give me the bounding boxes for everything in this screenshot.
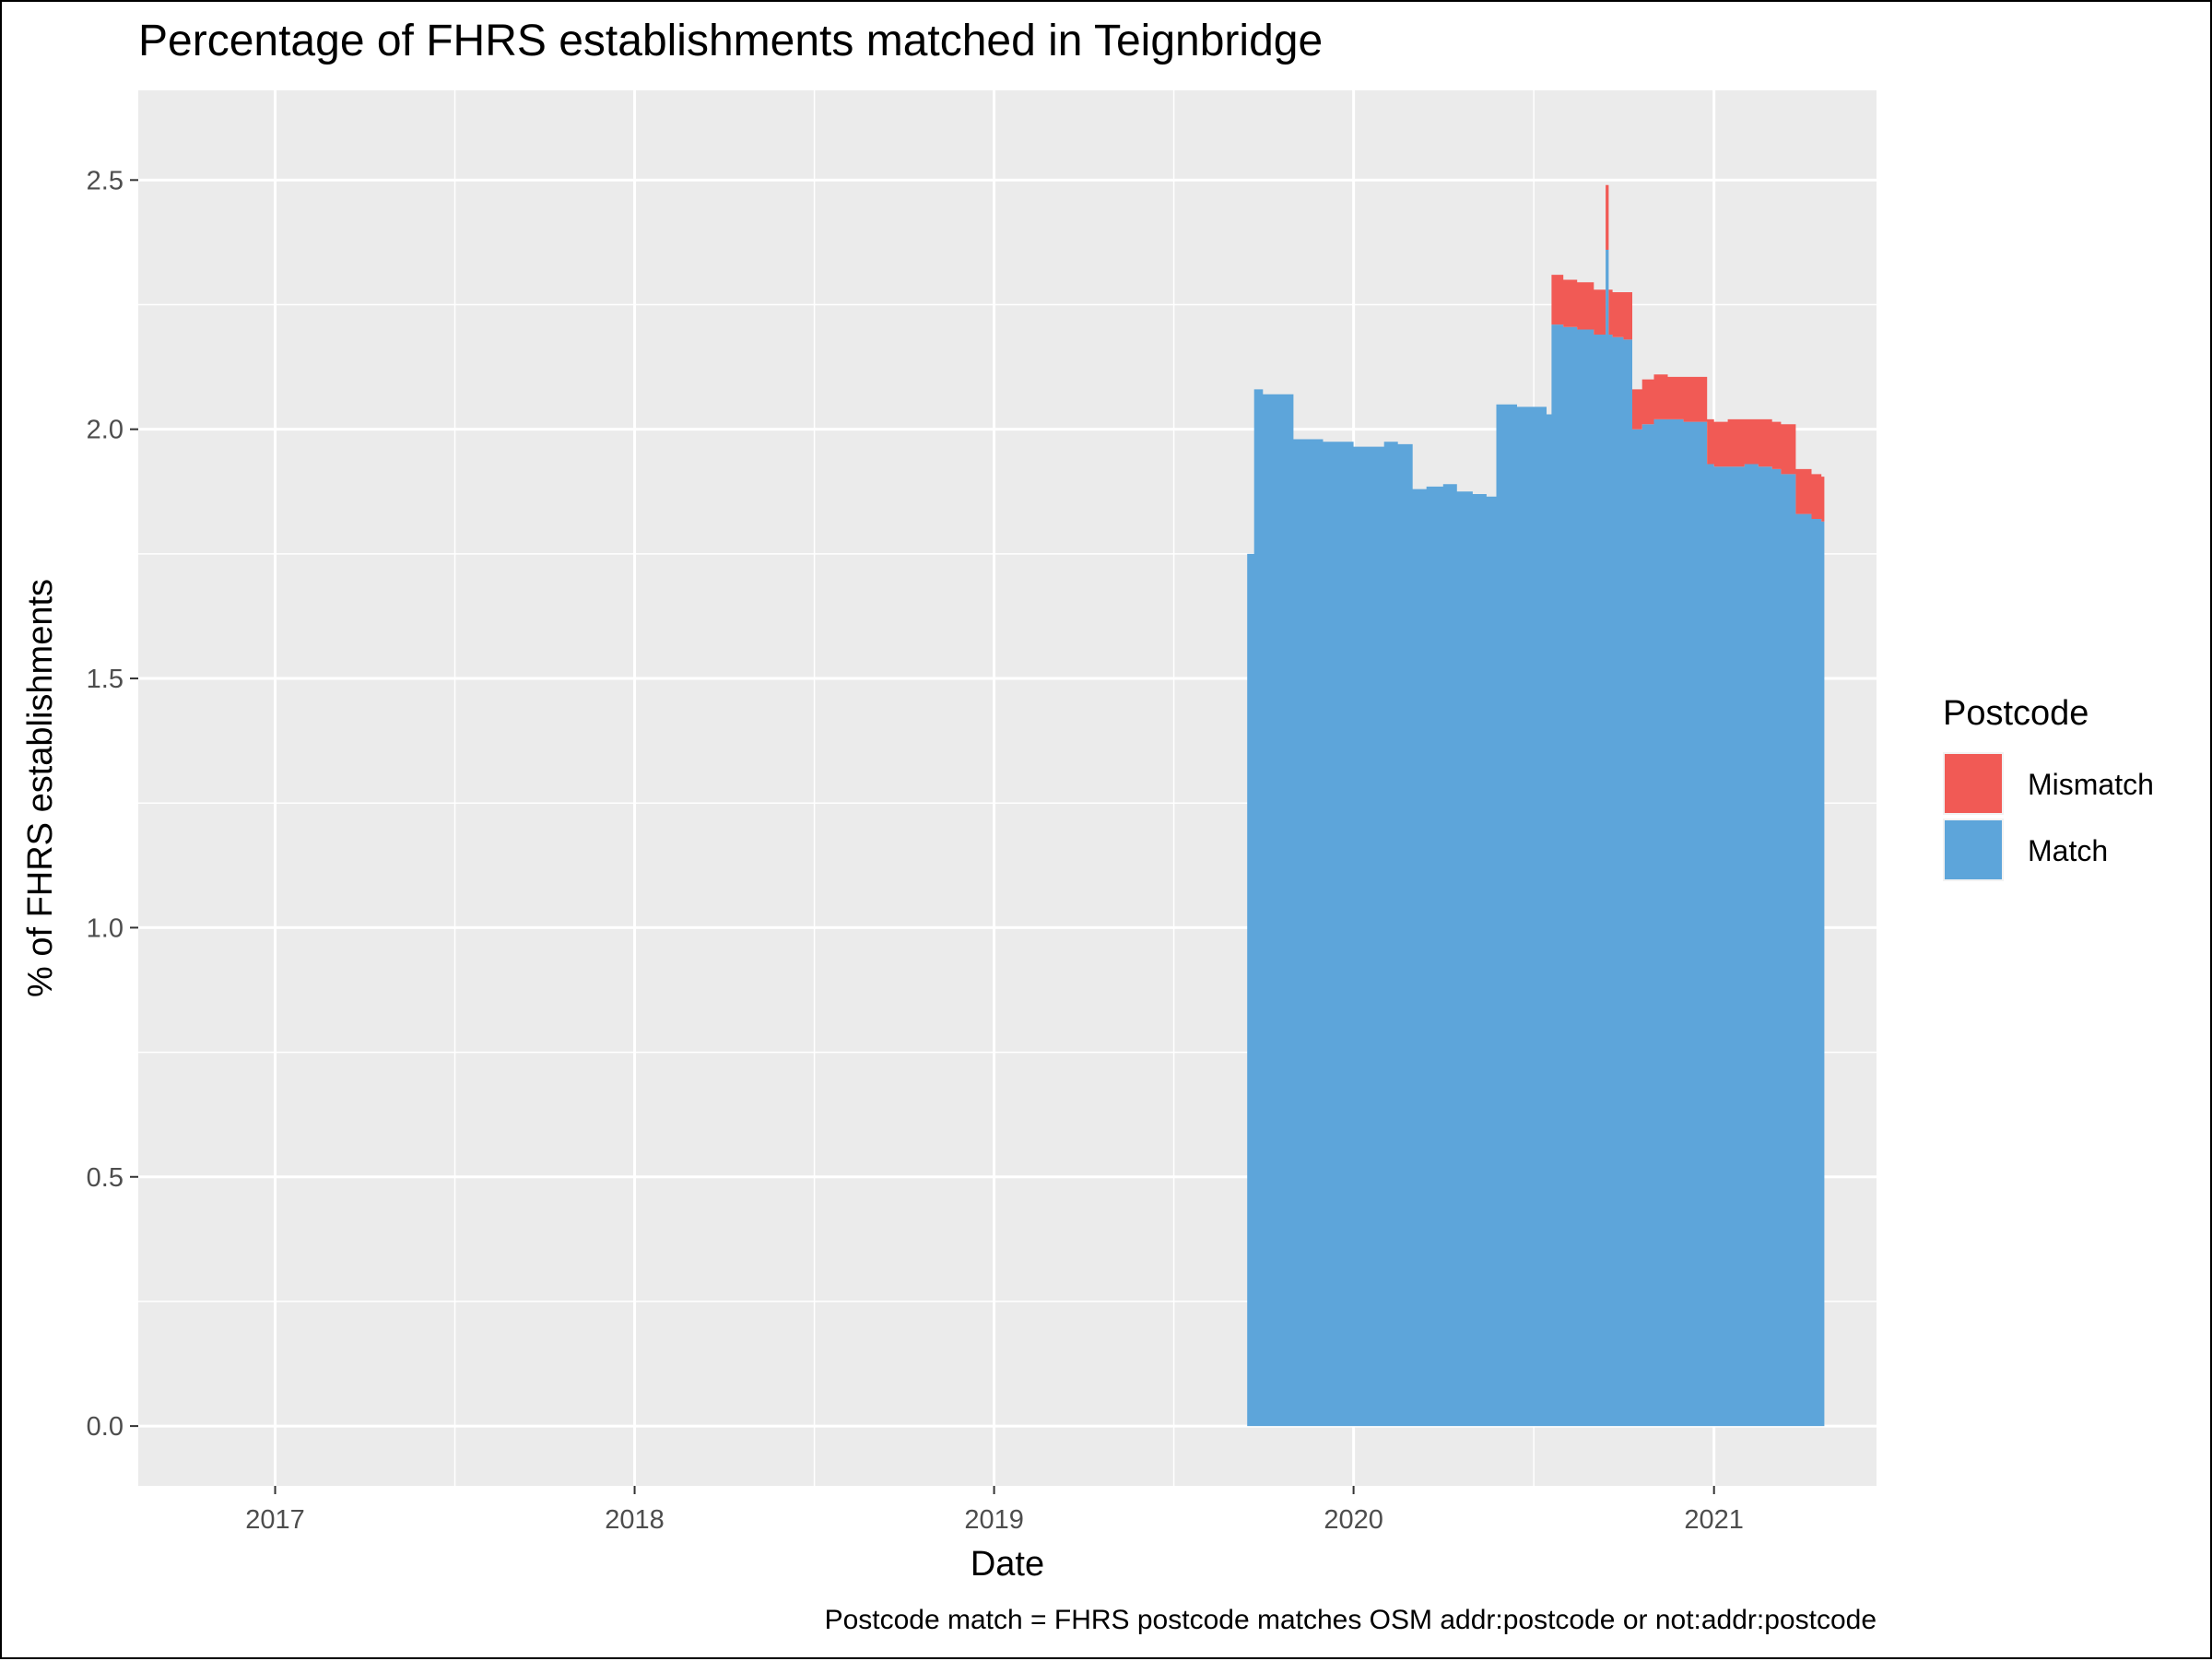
- chart-caption: Postcode match = FHRS postcode matches O…: [825, 1605, 1877, 1635]
- x-axis: 2017 2018 2019 2020 2021: [245, 1486, 1744, 1535]
- legend-entry-match: Match: [1943, 819, 2108, 881]
- minor-gridlines: [138, 90, 1877, 1486]
- x-tick-label: 2017: [245, 1505, 305, 1535]
- chart-title: Percentage of FHRS establishments matche…: [138, 17, 1323, 65]
- y-tick-label: 2.0: [87, 416, 124, 445]
- legend-title: Postcode: [1943, 694, 2088, 733]
- legend-entry-mismatch: Mismatch: [1943, 752, 2154, 815]
- legend-label: Mismatch: [2028, 768, 2154, 801]
- x-tick-label: 2020: [1324, 1505, 1383, 1535]
- x-tick-label: 2018: [605, 1505, 665, 1535]
- y-tick-label: 1.5: [87, 665, 124, 694]
- y-axis-label: % of FHRS establishments: [21, 579, 60, 997]
- y-tick-label: 0.0: [87, 1412, 124, 1442]
- legend-swatch: [1945, 754, 2002, 813]
- y-tick-label: 0.5: [87, 1163, 124, 1193]
- legend-label: Match: [2028, 834, 2108, 867]
- stacked-areas: [1247, 184, 1825, 1427]
- x-tick-label: 2019: [964, 1505, 1024, 1535]
- y-axis: 0.0 0.5 1.0 1.5 2.0 2.5: [87, 166, 138, 1442]
- x-axis-label: Date: [971, 1545, 1044, 1584]
- legend-swatch: [1945, 820, 2002, 879]
- legend: Postcode Mismatch Match: [1943, 694, 2154, 881]
- legend-entries: Mismatch Match: [1943, 752, 2154, 881]
- y-tick-label: 2.5: [87, 166, 124, 195]
- y-tick-label: 1.0: [87, 913, 124, 943]
- area-match: [1247, 250, 1825, 1427]
- x-tick-label: 2021: [1684, 1505, 1744, 1535]
